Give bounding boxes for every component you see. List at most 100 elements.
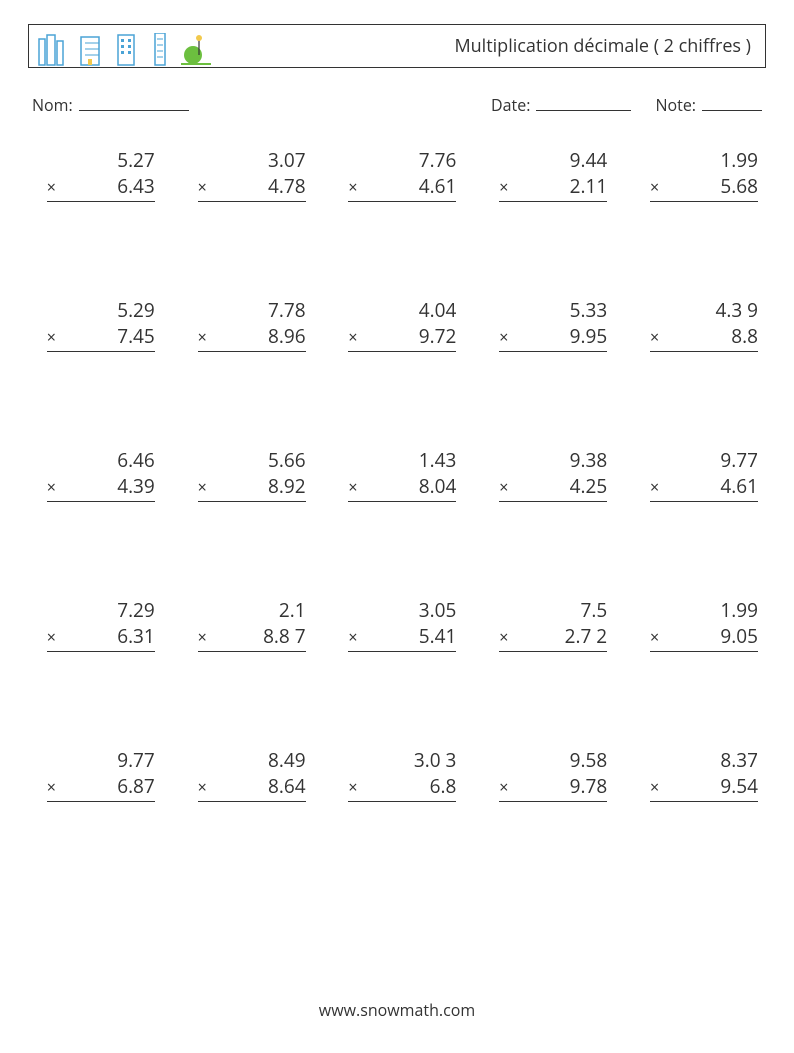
multiplication-problem: 3.05×5.41 [332, 594, 463, 744]
worksheet-title: Multiplication décimale ( 2 chiffres ) [454, 34, 751, 58]
multiplier-row: ×4.78 [198, 174, 306, 200]
multiplier: 9.72 [419, 324, 457, 350]
multiplier-row: ×8.8 7 [198, 624, 306, 650]
multiplicand: 2.1 [198, 598, 306, 624]
multiplicand: 4.04 [348, 298, 456, 324]
multiplier-row: ×8.96 [198, 324, 306, 350]
multiplication-problem: 7.78×8.96 [181, 294, 312, 444]
multiplier: 4.61 [720, 474, 758, 500]
multiplier: 8.64 [268, 774, 306, 800]
name-label: Nom: [32, 94, 73, 116]
note-label: Note: [655, 94, 696, 116]
footer-url: www.snowmath.com [0, 999, 794, 1021]
multiplier: 9.95 [570, 324, 608, 350]
multiplication-problem: 9.58×9.78 [482, 744, 613, 894]
multiplier: 4.25 [570, 474, 608, 500]
multiplier: 6.43 [117, 174, 155, 200]
problem-rule [348, 351, 456, 352]
multiplier-row: ×9.54 [650, 774, 758, 800]
building-icon [77, 33, 103, 67]
multiplication-problem: 1.43 × 8.04 [332, 444, 463, 594]
problem-rule [47, 801, 155, 802]
problem-rule [198, 201, 306, 202]
multiplication-problem: 4.04 × 9.72 [332, 294, 463, 444]
multiplicand: 7.76 [348, 148, 456, 174]
multiplication-problem: 5.27 × 6.43 [30, 144, 161, 294]
times-symbol: × [499, 627, 508, 649]
times-symbol: × [348, 477, 357, 499]
multiplicand: 1.99 [650, 148, 758, 174]
multiplicand: 9.38 [499, 448, 607, 474]
multiplication-problem: 7.5 × 2.7 2 [482, 594, 613, 744]
multiplicand: 3.0 3 [348, 748, 456, 774]
times-symbol: × [198, 327, 207, 349]
multiplier-row: × 4.25 [499, 474, 607, 500]
times-symbol: × [198, 477, 207, 499]
multiplicand: 5.27 [47, 148, 155, 174]
multiplier-row: ×4.61 [650, 474, 758, 500]
date-blank [536, 97, 631, 111]
multiplicand: 3.05 [348, 598, 456, 624]
times-symbol: × [47, 627, 56, 649]
multiplier-row: × 9.72 [348, 324, 456, 350]
info-row: Nom: Date: Note: [28, 94, 766, 116]
name-blank [79, 97, 189, 111]
multiplier-row: × 9.95 [499, 324, 607, 350]
header-icons [37, 25, 211, 67]
multiplier-row: × 6.87 [47, 774, 155, 800]
multiplicand: 6.46 [47, 448, 155, 474]
times-symbol: × [499, 327, 508, 349]
multiplicand: 7.29 [47, 598, 155, 624]
times-symbol: × [47, 777, 56, 799]
problem-rule [47, 501, 155, 502]
multiplier: 4.78 [268, 174, 306, 200]
worksheet-header: Multiplication décimale ( 2 chiffres ) [28, 24, 766, 68]
times-symbol: × [348, 777, 357, 799]
times-symbol: × [198, 777, 207, 799]
multiplication-problem: 1.99×5.68 [633, 144, 764, 294]
multiplicand: 7.78 [198, 298, 306, 324]
multiplier-row: × 2.7 2 [499, 624, 607, 650]
multiplicand: 9.77 [47, 748, 155, 774]
problem-rule [198, 801, 306, 802]
times-symbol: × [650, 777, 659, 799]
building-icon [113, 33, 139, 67]
multiplier: 2.7 2 [565, 624, 608, 650]
times-symbol: × [499, 177, 508, 199]
times-symbol: × [650, 327, 659, 349]
multiplier-row: ×4.39 [47, 474, 155, 500]
times-symbol: × [348, 177, 357, 199]
multiplier: 8.04 [419, 474, 457, 500]
multiplicand: 7.5 [499, 598, 607, 624]
multiplier: 6.87 [117, 774, 155, 800]
problem-rule [650, 351, 758, 352]
problem-rule [198, 501, 306, 502]
multiplication-problem: 3.07×4.78 [181, 144, 312, 294]
multiplication-problem: 2.1×8.8 7 [181, 594, 312, 744]
times-symbol: × [47, 177, 56, 199]
problem-rule [47, 201, 155, 202]
problem-rule [499, 651, 607, 652]
multiplicand: 9.44 [499, 148, 607, 174]
multiplier: 9.78 [570, 774, 608, 800]
problem-rule [348, 501, 456, 502]
multiplier: 9.05 [720, 624, 758, 650]
multiplicand: 5.29 [47, 298, 155, 324]
multiplier-row: ×6.31 [47, 624, 155, 650]
multiplier-row: ×2.11 [499, 174, 607, 200]
times-symbol: × [499, 477, 508, 499]
multiplier-row: ×9.78 [499, 774, 607, 800]
multiplier-row: ×6.8 [348, 774, 456, 800]
times-symbol: × [348, 327, 357, 349]
problem-rule [650, 801, 758, 802]
multiplication-problem: 6.46×4.39 [30, 444, 161, 594]
multiplicand: 1.43 [348, 448, 456, 474]
multiplicand: 5.66 [198, 448, 306, 474]
multiplier: 8.92 [268, 474, 306, 500]
multiplication-problem: 1.99×9.05 [633, 594, 764, 744]
multiplier: 5.68 [720, 174, 758, 200]
times-symbol: × [198, 627, 207, 649]
problems-grid: 5.27×6.433.07×4.787.76×4.619.44×2.111.99… [28, 144, 766, 894]
problem-rule [650, 501, 758, 502]
times-symbol: × [47, 327, 56, 349]
